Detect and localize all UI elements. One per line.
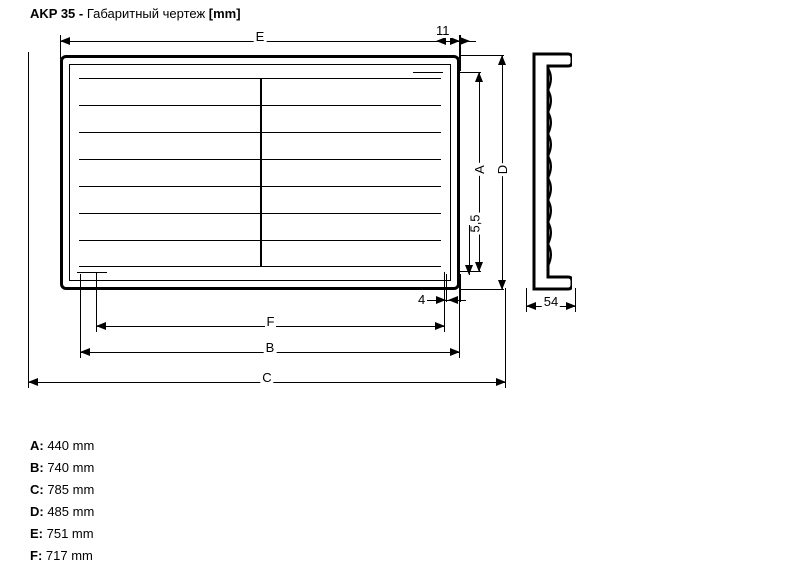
- front-view: [60, 55, 460, 290]
- title-sep: -: [75, 6, 87, 21]
- dim-f-label: F: [265, 314, 277, 329]
- legend-row-d: D: 485 mm: [30, 501, 94, 523]
- legend-row-c: C: 785 mm: [30, 479, 94, 501]
- title-text: Габаритный чертеж: [87, 6, 205, 21]
- dim-5-5: [463, 225, 465, 275]
- dim-b-label: B: [264, 340, 277, 355]
- legend-a-k: A:: [30, 438, 44, 453]
- legend-f-k: F:: [30, 548, 42, 563]
- legend-e-v: 751 mm: [43, 526, 94, 541]
- dim-11-label: 11: [434, 23, 452, 38]
- legend-c-v: 785 mm: [44, 482, 95, 497]
- legend-e-k: E:: [30, 526, 43, 541]
- center-mullion: [260, 78, 262, 267]
- dim-c-label: C: [260, 370, 273, 385]
- legend-b-k: B:: [30, 460, 44, 475]
- dim-54-label: 54: [542, 294, 560, 309]
- legend-row-e: E: 751 mm: [30, 523, 94, 545]
- legend-b-v: 740 mm: [44, 460, 95, 475]
- side-view: [530, 50, 572, 295]
- legend: A: 440 mm B: 740 mm C: 785 mm D: 485 mm …: [30, 435, 94, 568]
- dim-f: F: [96, 310, 445, 336]
- legend-f-v: 717 mm: [42, 548, 93, 563]
- corner-notch-bl: [77, 272, 107, 273]
- dim-e-label: E: [254, 29, 267, 44]
- dim-e: E: [60, 35, 460, 55]
- page-title: AKP 35 - Габаритный чертеж [mm]: [30, 6, 241, 21]
- legend-d-v: 485 mm: [44, 504, 95, 519]
- legend-row-b: B: 740 mm: [30, 457, 94, 479]
- dim-4-label: 4: [416, 292, 427, 307]
- title-unit: [mm]: [209, 6, 241, 21]
- legend-a-v: 440 mm: [44, 438, 95, 453]
- dim-c: C: [28, 362, 506, 390]
- legend-d-k: D:: [30, 504, 44, 519]
- legend-row-a: A: 440 mm: [30, 435, 94, 457]
- dim-d-label: D: [495, 163, 510, 176]
- title-model: AKP 35: [30, 6, 75, 21]
- dim-b: B: [80, 336, 460, 362]
- corner-notch-tr: [413, 72, 443, 73]
- legend-row-f: F: 717 mm: [30, 545, 94, 567]
- dim-54: 54: [526, 296, 576, 320]
- dim-a-label: A: [472, 163, 487, 176]
- legend-c-k: C:: [30, 482, 44, 497]
